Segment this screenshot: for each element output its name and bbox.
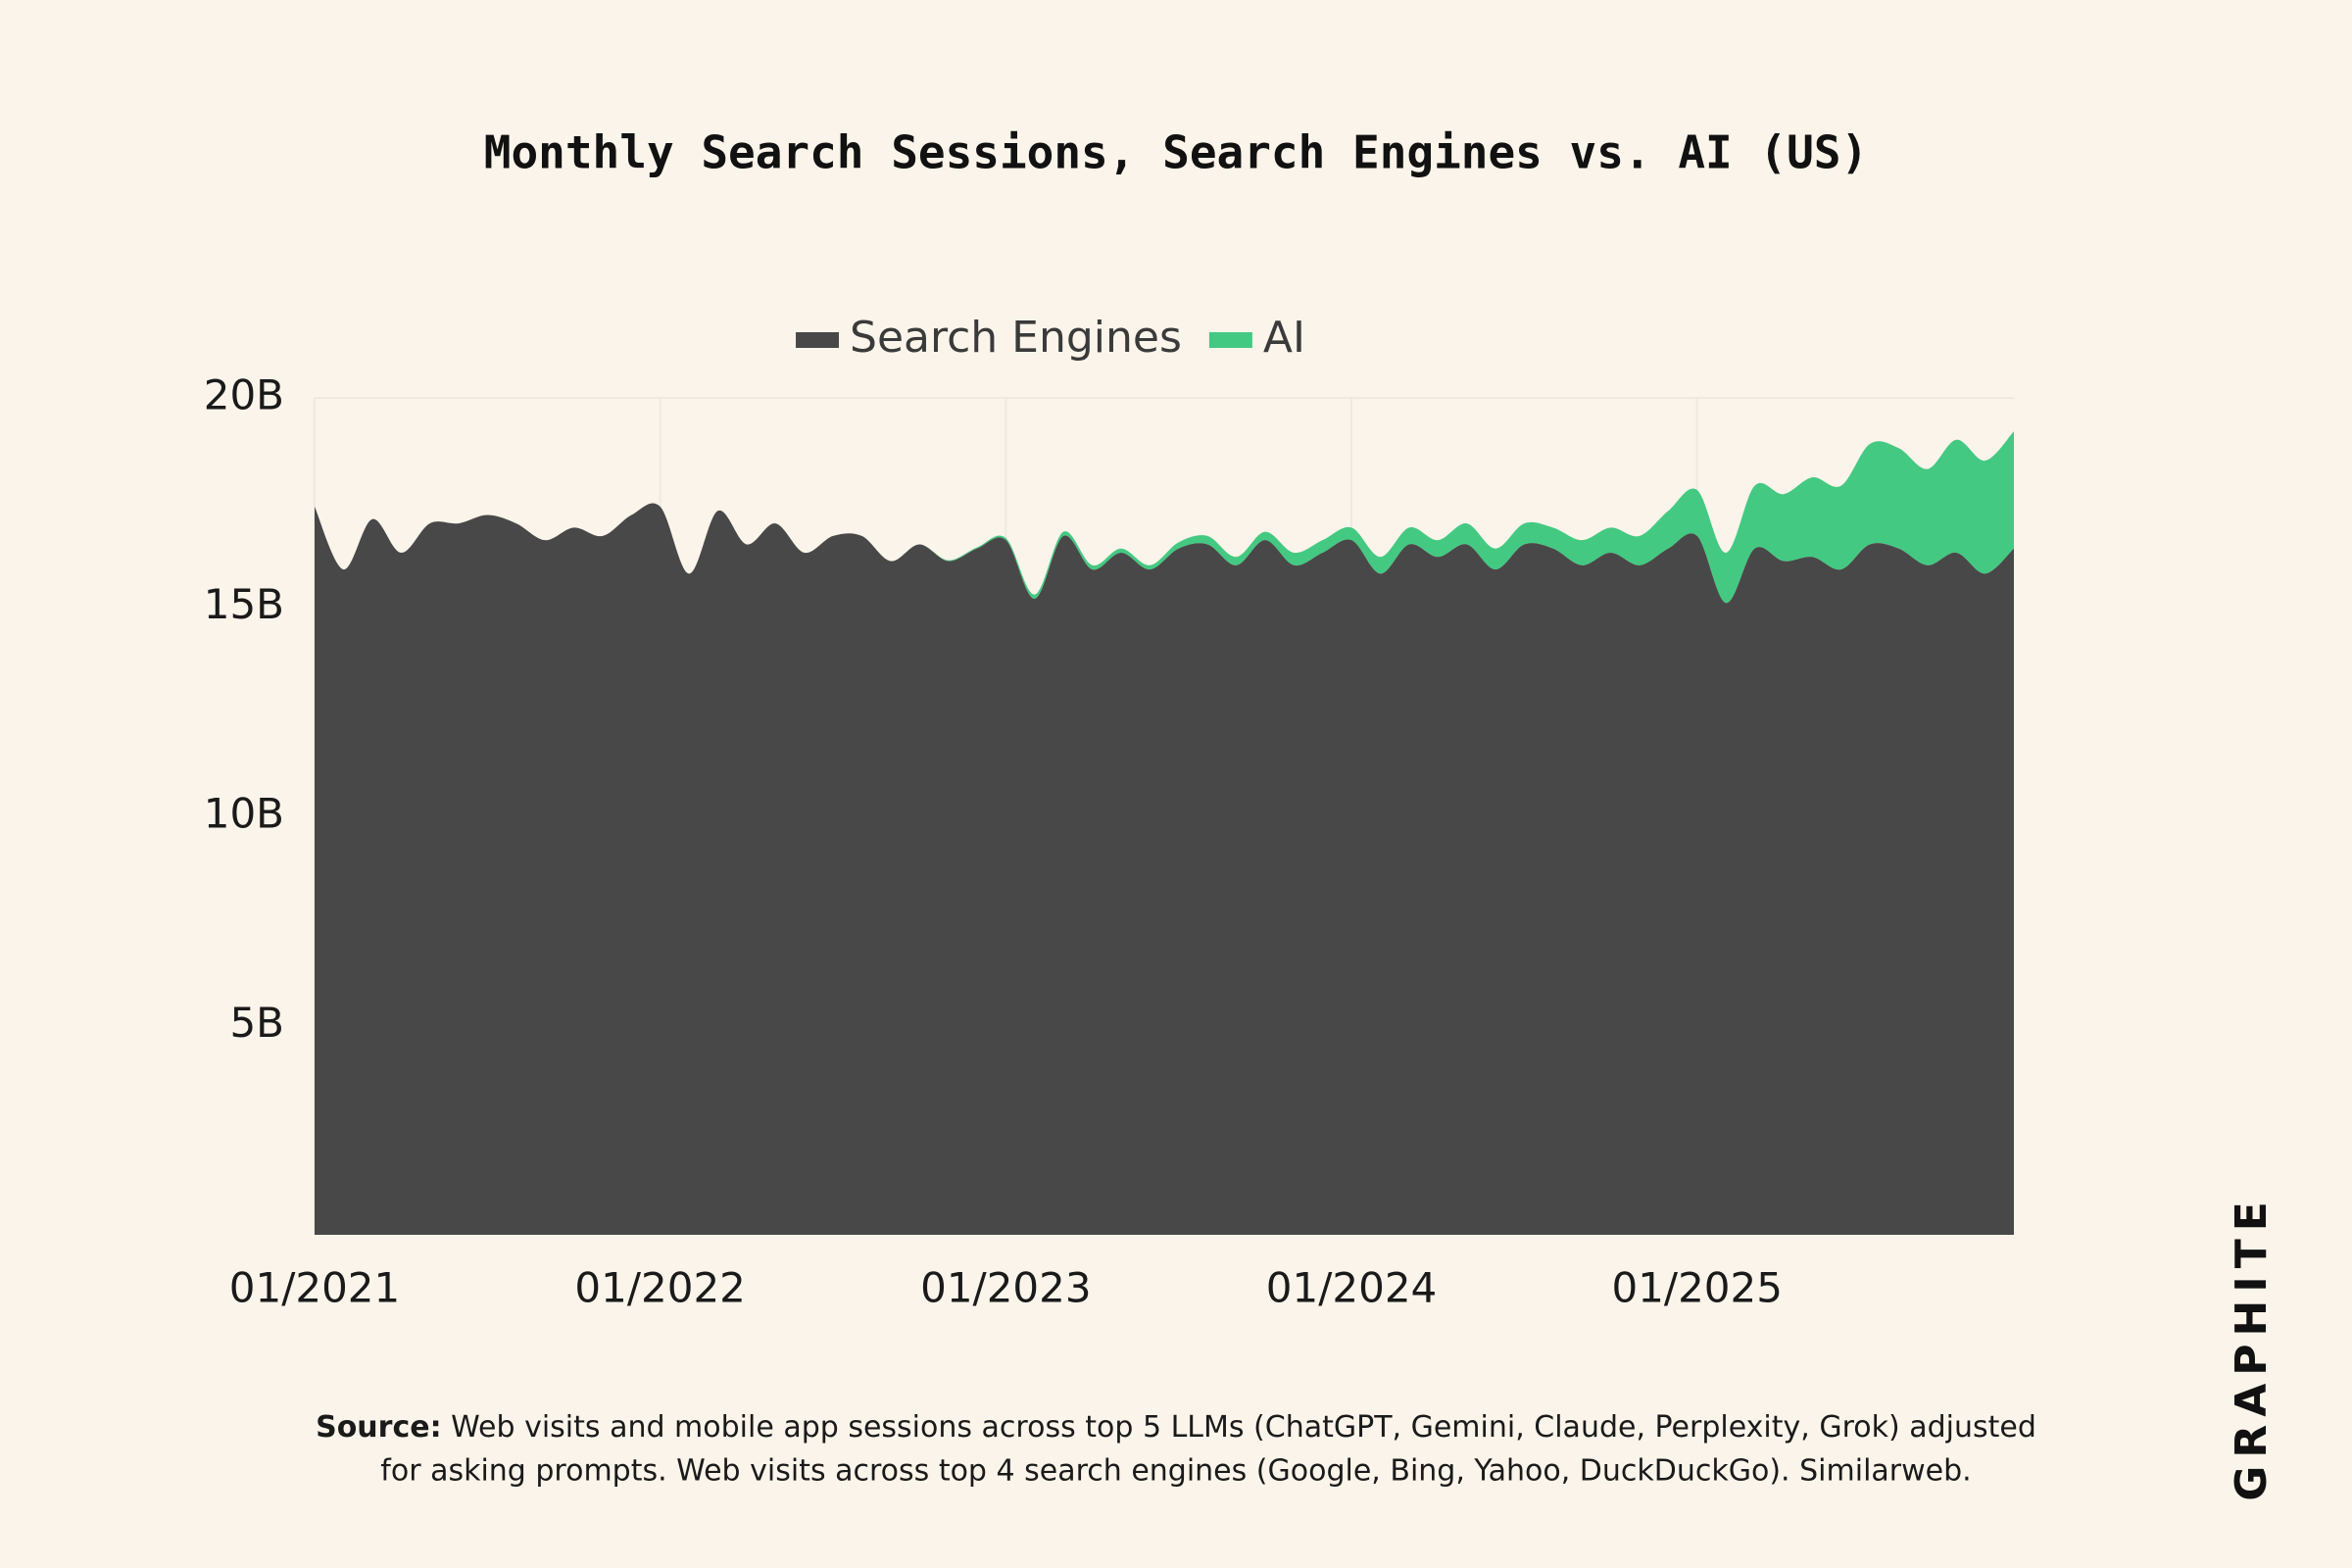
legend-label: Search Engines — [850, 313, 1182, 363]
x-tick-label: 01/2023 — [920, 1264, 1091, 1312]
area — [315, 503, 2014, 1235]
y-tick-label: 10B — [204, 790, 284, 838]
source-note: Source: Web visits and mobile app sessio… — [316, 1410, 2036, 1445]
x-tick-label: 01/2021 — [229, 1264, 400, 1312]
x-tick-label: 01/2024 — [1266, 1264, 1437, 1312]
legend-swatch — [1208, 332, 1252, 348]
logo: GRAPHITE — [2227, 1194, 2277, 1501]
y-tick-label: 15B — [204, 580, 284, 628]
source-text: for asking prompts. Web visits across to… — [380, 1454, 1971, 1489]
x-tick-label: 01/2025 — [1611, 1264, 1782, 1312]
legend-label: AI — [1263, 313, 1305, 363]
source-label: Source: — [316, 1410, 442, 1445]
y-tick-label: 20B — [204, 371, 284, 419]
legend-swatch — [796, 332, 840, 348]
source-text: Web visits and mobile app sessions acros… — [451, 1410, 2036, 1445]
y-tick-label: 5B — [229, 999, 284, 1047]
area — [315, 431, 2014, 604]
legend: Search Engines AI — [796, 313, 1305, 363]
x-tick-label: 01/2022 — [574, 1264, 745, 1312]
chart-title: Monthly Search Sessions, Search Engines … — [484, 126, 1868, 179]
